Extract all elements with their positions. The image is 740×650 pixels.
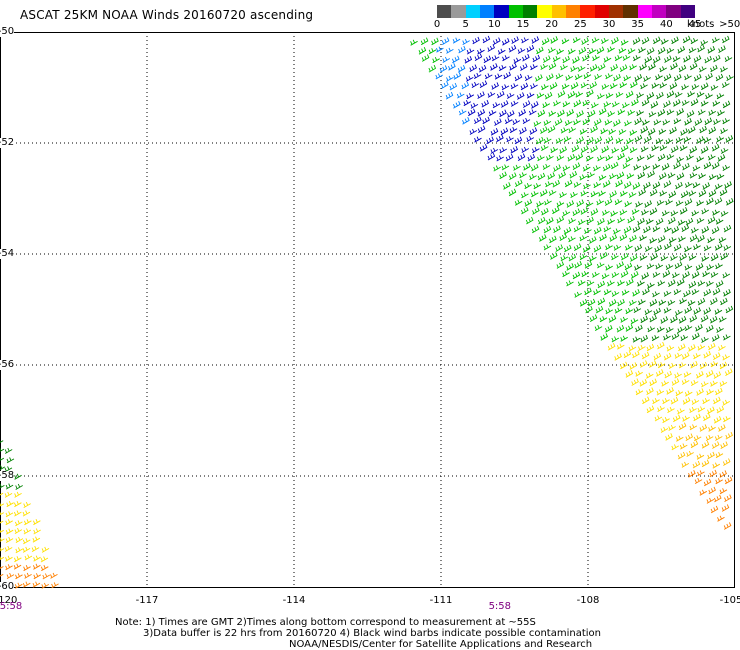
legend-swatch: [522, 5, 538, 18]
map-title: ASCAT 25KM NOAA Winds 20160720 ascending: [20, 8, 314, 22]
legend-swatch: [437, 5, 452, 18]
latitude-label: -54: [0, 249, 15, 259]
legend-label: 5: [462, 19, 469, 30]
legend-label: 15: [516, 19, 530, 30]
wind-barb-group: [0, 469, 733, 589]
legend-swatch: [666, 5, 681, 18]
legend-swatch: [565, 5, 581, 18]
longitude-label: -117: [135, 595, 159, 606]
legend-label: 30: [602, 19, 616, 30]
map-frame: [0, 32, 735, 588]
latitude-label: -50: [0, 27, 15, 37]
note-line-3: NOAA/NESDIS/Center for Satellite Applica…: [289, 639, 593, 650]
note-line-2: 3)Data buffer is 22 hrs from 20160720 4)…: [143, 628, 601, 639]
legend-swatch: [651, 5, 667, 18]
legend-swatch: [465, 5, 480, 18]
pass-time-label: 5:58: [0, 601, 23, 612]
legend-label: 10: [487, 19, 501, 30]
pass-time-label: 5:58: [488, 601, 512, 612]
longitude-label: -111: [429, 595, 453, 606]
longitude-label: -108: [576, 595, 600, 606]
legend-label: 35: [631, 19, 645, 30]
longitude-label: -105: [719, 595, 740, 606]
legend-swatch: [551, 5, 566, 18]
legend-label: >50: [719, 19, 740, 30]
legend-swatch: [537, 5, 552, 18]
wind-barb-group: [675, 422, 734, 469]
legend-swatch: [594, 5, 609, 18]
legend-label: 25: [573, 19, 587, 30]
latitude-label: -58: [0, 471, 15, 481]
legend-swatch: [680, 5, 695, 18]
longitude-label: -120: [0, 595, 18, 606]
longitude-label: -114: [282, 595, 306, 606]
latitude-label: -56: [0, 360, 15, 370]
legend-label: 45: [688, 19, 702, 30]
wind-barb-group: [435, 37, 470, 125]
legend-swatch: [637, 5, 652, 18]
legend-unit: knots: [687, 19, 715, 30]
legend-label: 40: [659, 19, 673, 30]
legend-label: 20: [545, 19, 559, 30]
wind-barbs: [0, 35, 734, 589]
wind-barb-group: [410, 36, 641, 343]
legend-swatch: [608, 5, 624, 18]
wind-barb-group: [0, 35, 734, 490]
legend-swatch: [451, 5, 466, 18]
legend-swatch: [623, 5, 638, 18]
legend-swatch: [479, 5, 495, 18]
latitude-label: -60: [0, 582, 15, 592]
latitude-label: -52: [0, 138, 15, 148]
note-line-1: Note: 1) Times are GMT 2)Times along bot…: [115, 617, 536, 628]
legend-swatch: [508, 5, 523, 18]
legend-label: 0: [433, 19, 441, 30]
legend-swatch: [580, 5, 595, 18]
wind-speed-color-legend: [437, 5, 695, 18]
wind-barb-group: [463, 35, 541, 162]
wind-barb-group: [0, 341, 733, 563]
legend-swatch: [494, 5, 509, 18]
